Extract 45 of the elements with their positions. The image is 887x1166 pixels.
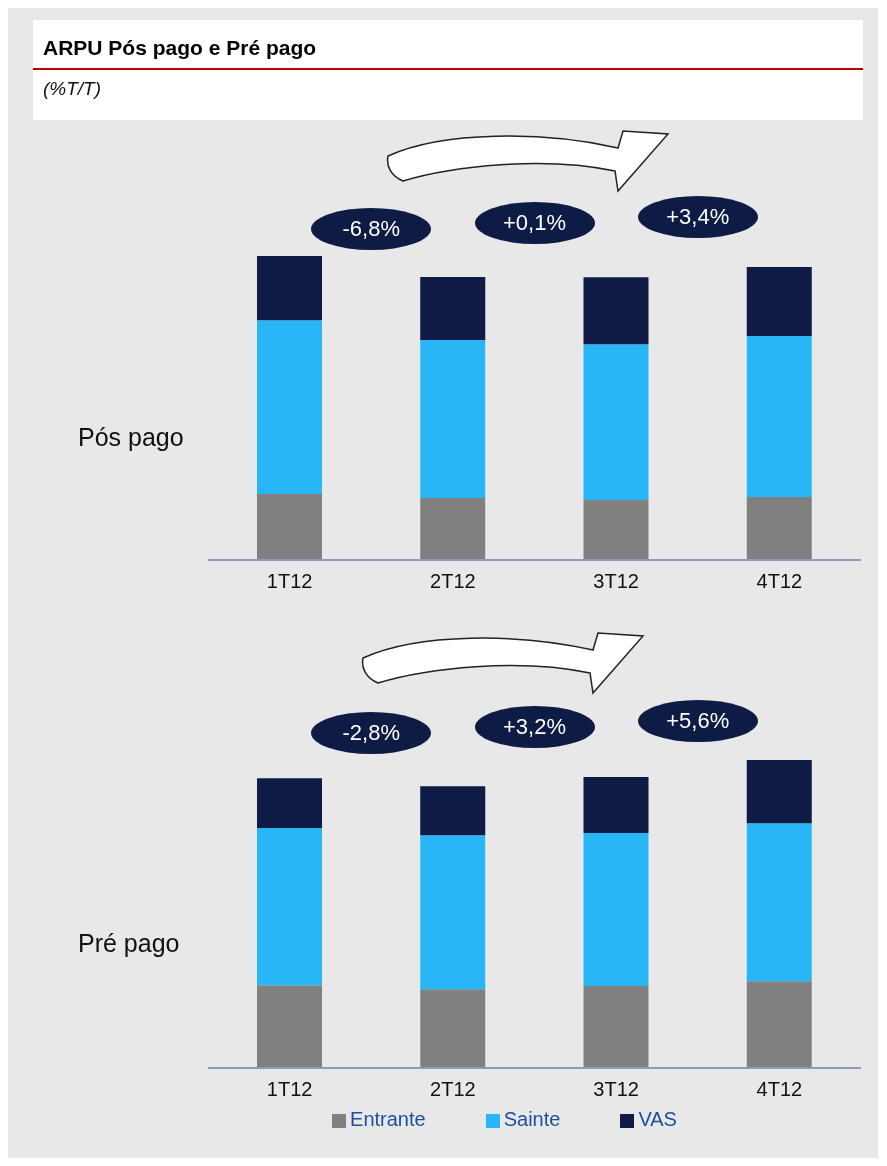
chart-title: ARPU Pós pago e Pré pago bbox=[42, 35, 318, 60]
x-tick-label: 3T12 bbox=[593, 570, 639, 593]
x-tick-label: 1T12 bbox=[266, 1078, 313, 1101]
bar bbox=[257, 256, 322, 321]
bar bbox=[746, 335, 812, 498]
bar bbox=[746, 981, 812, 1068]
bar bbox=[746, 760, 812, 824]
bar bbox=[583, 277, 649, 345]
bar bbox=[583, 500, 649, 560]
legend-label: Entrante bbox=[350, 1108, 426, 1130]
bar bbox=[420, 989, 486, 1068]
x-tick-label: 3T12 bbox=[593, 1078, 639, 1101]
text: -2,8% bbox=[311, 712, 432, 754]
bar bbox=[583, 776, 649, 833]
bar bbox=[257, 985, 322, 1068]
y-axis-title: Pós pago bbox=[78, 423, 184, 453]
bar bbox=[746, 497, 812, 560]
bar bbox=[257, 494, 322, 560]
y-axis-title: Pré pago bbox=[78, 929, 180, 959]
bar bbox=[746, 266, 812, 336]
text: +3,2% bbox=[474, 706, 595, 748]
bar bbox=[420, 497, 486, 560]
text: +0,1% bbox=[474, 202, 595, 244]
bar bbox=[257, 320, 322, 495]
bar bbox=[746, 823, 812, 982]
bar bbox=[257, 778, 322, 829]
x-tick-label: 2T12 bbox=[430, 570, 476, 593]
bar bbox=[257, 828, 322, 986]
bar bbox=[420, 276, 486, 340]
x-tick-label: 4T12 bbox=[756, 570, 803, 593]
legend-label: VAS bbox=[638, 1108, 677, 1130]
x-tick-label: 4T12 bbox=[756, 1078, 803, 1101]
text: +5,6% bbox=[637, 700, 758, 742]
text: +3,4% bbox=[637, 196, 758, 238]
bar bbox=[420, 835, 486, 990]
text: -6,8% bbox=[311, 208, 432, 250]
chart-subtitle: (%T/T) bbox=[42, 77, 103, 100]
bar bbox=[583, 986, 649, 1068]
bar bbox=[583, 344, 649, 501]
x-tick-label: 1T12 bbox=[266, 570, 313, 593]
bar bbox=[420, 786, 486, 836]
legend-label: Sainte bbox=[503, 1108, 561, 1130]
bar bbox=[583, 833, 649, 987]
bar bbox=[420, 339, 486, 498]
x-tick-label: 2T12 bbox=[430, 1078, 476, 1101]
